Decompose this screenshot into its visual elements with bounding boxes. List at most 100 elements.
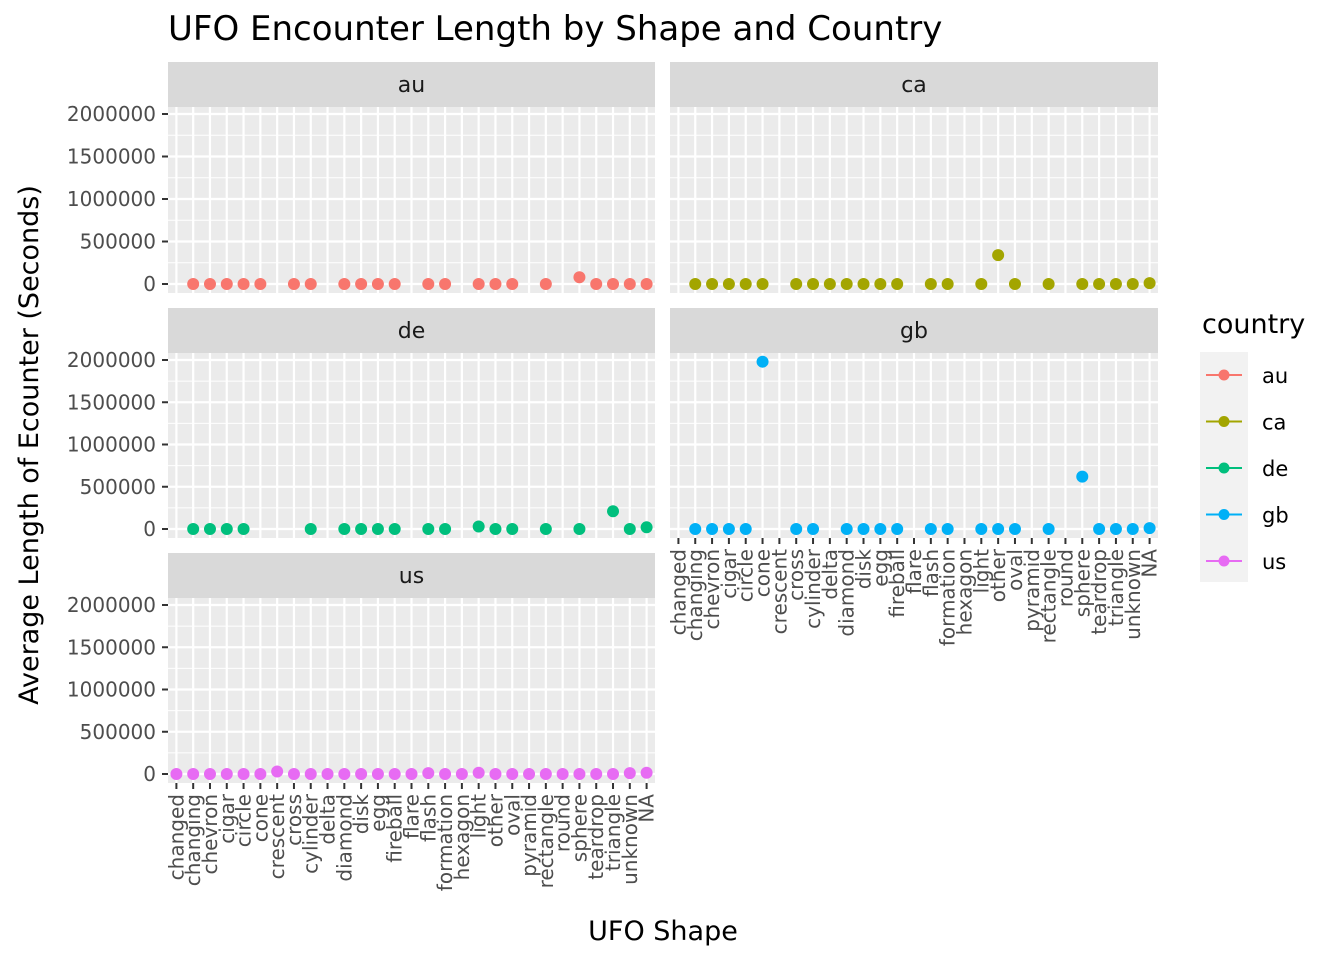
x-tick-label: chevron <box>700 549 724 630</box>
x-tick-label: crescent <box>265 794 289 879</box>
x-tick-label: egg <box>366 794 390 832</box>
data-point-au <box>472 278 485 290</box>
x-axis-title: UFO Shape <box>588 916 738 947</box>
data-point-au <box>220 278 233 290</box>
x-tick-label: cross <box>282 794 306 846</box>
data-point-au <box>590 278 603 290</box>
y-tick-label: 2000000 <box>67 348 156 372</box>
data-point-de <box>220 523 233 535</box>
x-tick-label: flash <box>919 549 943 597</box>
data-point-au <box>640 278 653 290</box>
data-point-au <box>388 278 401 290</box>
x-tick-label: fireball <box>885 549 909 618</box>
x-tick-label: round <box>551 794 575 852</box>
chart-title: UFO Encounter Length by Shape and Countr… <box>168 9 942 49</box>
data-point-au <box>539 278 552 290</box>
x-tick-label: sphere <box>567 794 591 862</box>
data-point-au <box>187 278 200 290</box>
legend-key-point <box>1218 462 1230 474</box>
y-tick-label: 0 <box>143 517 156 541</box>
data-point-us <box>170 768 183 780</box>
y-axis-title: Average Length of Ecounter (Seconds) <box>14 185 45 705</box>
data-point-ca <box>1143 277 1156 290</box>
y-tick-label: 1000000 <box>67 433 156 457</box>
x-tick-label: cross <box>784 549 808 601</box>
data-point-ca <box>891 278 904 290</box>
x-tick-label: unknown <box>1121 549 1145 640</box>
y-tick-label: 2000000 <box>67 102 156 126</box>
x-tick-label: NA <box>1138 549 1162 578</box>
legend-title: country <box>1202 309 1305 340</box>
legend-key-point <box>1218 509 1230 520</box>
data-point-gb <box>1143 522 1156 535</box>
data-point-au <box>623 278 636 290</box>
data-point-us <box>556 768 569 780</box>
facet-strip <box>670 308 1158 353</box>
x-tick-label: cylinder <box>299 793 323 874</box>
data-point-ca <box>1042 278 1055 290</box>
data-point-gb <box>739 523 752 535</box>
x-tick-label: light <box>467 794 491 838</box>
data-point-gb <box>756 355 769 368</box>
data-point-au <box>254 278 267 290</box>
data-point-ca <box>807 278 820 290</box>
y-tick-label: 2000000 <box>67 593 156 617</box>
x-tick-label: fireball <box>383 794 407 863</box>
data-point-au <box>489 278 502 290</box>
data-point-ca <box>1093 278 1106 290</box>
x-tick-label: sphere <box>1070 549 1094 617</box>
legend-item-gb: gb <box>1206 504 1289 528</box>
data-point-ca <box>975 278 988 290</box>
x-tick-label: crescent <box>767 549 791 634</box>
data-point-au <box>506 278 519 290</box>
data-point-us <box>455 768 468 780</box>
x-tick-label: disk <box>852 549 876 590</box>
x-tick-label: delta <box>818 549 842 600</box>
x-tick-label: other <box>483 793 507 847</box>
data-point-gb <box>1042 523 1055 535</box>
facet-strip <box>168 308 655 353</box>
facet-panel-gb: gbchangedchangingchevroncigarcircleconec… <box>666 308 1162 646</box>
x-tick-label: changing <box>683 549 707 641</box>
facet-strip-label: us <box>399 564 424 589</box>
data-point-de <box>371 523 384 535</box>
legend-label: au <box>1262 364 1288 388</box>
x-tick-label: round <box>1053 549 1077 607</box>
data-point-gb <box>874 523 887 535</box>
data-point-us <box>539 768 552 780</box>
data-point-gb <box>992 523 1005 535</box>
x-tick-label: cone <box>248 794 272 842</box>
data-point-us <box>439 768 452 780</box>
data-point-ca <box>823 278 836 290</box>
data-point-de <box>640 521 653 534</box>
data-point-gb <box>706 523 719 535</box>
legend-item-ca: ca <box>1206 411 1286 435</box>
data-point-de <box>355 523 368 535</box>
x-tick-label: oval <box>500 794 524 836</box>
data-point-de <box>388 523 401 535</box>
x-tick-label: circle <box>734 549 758 602</box>
x-tick-label: flare <box>902 549 926 594</box>
x-tick-label: hexagon <box>450 794 474 880</box>
data-point-ca <box>1008 278 1021 290</box>
data-point-gb <box>807 523 820 535</box>
data-point-gb <box>1126 523 1139 535</box>
facet-strip-label: gb <box>900 319 928 344</box>
x-tick-label: disk <box>349 794 373 835</box>
data-point-us <box>237 768 250 780</box>
data-point-gb <box>1076 470 1089 483</box>
x-tick-label: triangle <box>601 794 625 871</box>
legend-label: de <box>1262 457 1288 481</box>
data-point-de <box>187 523 200 535</box>
data-point-us <box>388 768 401 780</box>
data-point-au <box>422 278 435 290</box>
x-tick-label: delta <box>316 794 340 845</box>
data-point-us <box>506 768 519 780</box>
y-tick-label: 500000 <box>80 720 156 744</box>
data-point-ca <box>1076 278 1089 290</box>
legend-label: gb <box>1262 504 1289 528</box>
legend-key-point <box>1218 555 1230 567</box>
y-tick-label: 1500000 <box>67 635 156 659</box>
facet-strip <box>168 62 655 107</box>
x-tick-label: formation <box>433 794 457 891</box>
